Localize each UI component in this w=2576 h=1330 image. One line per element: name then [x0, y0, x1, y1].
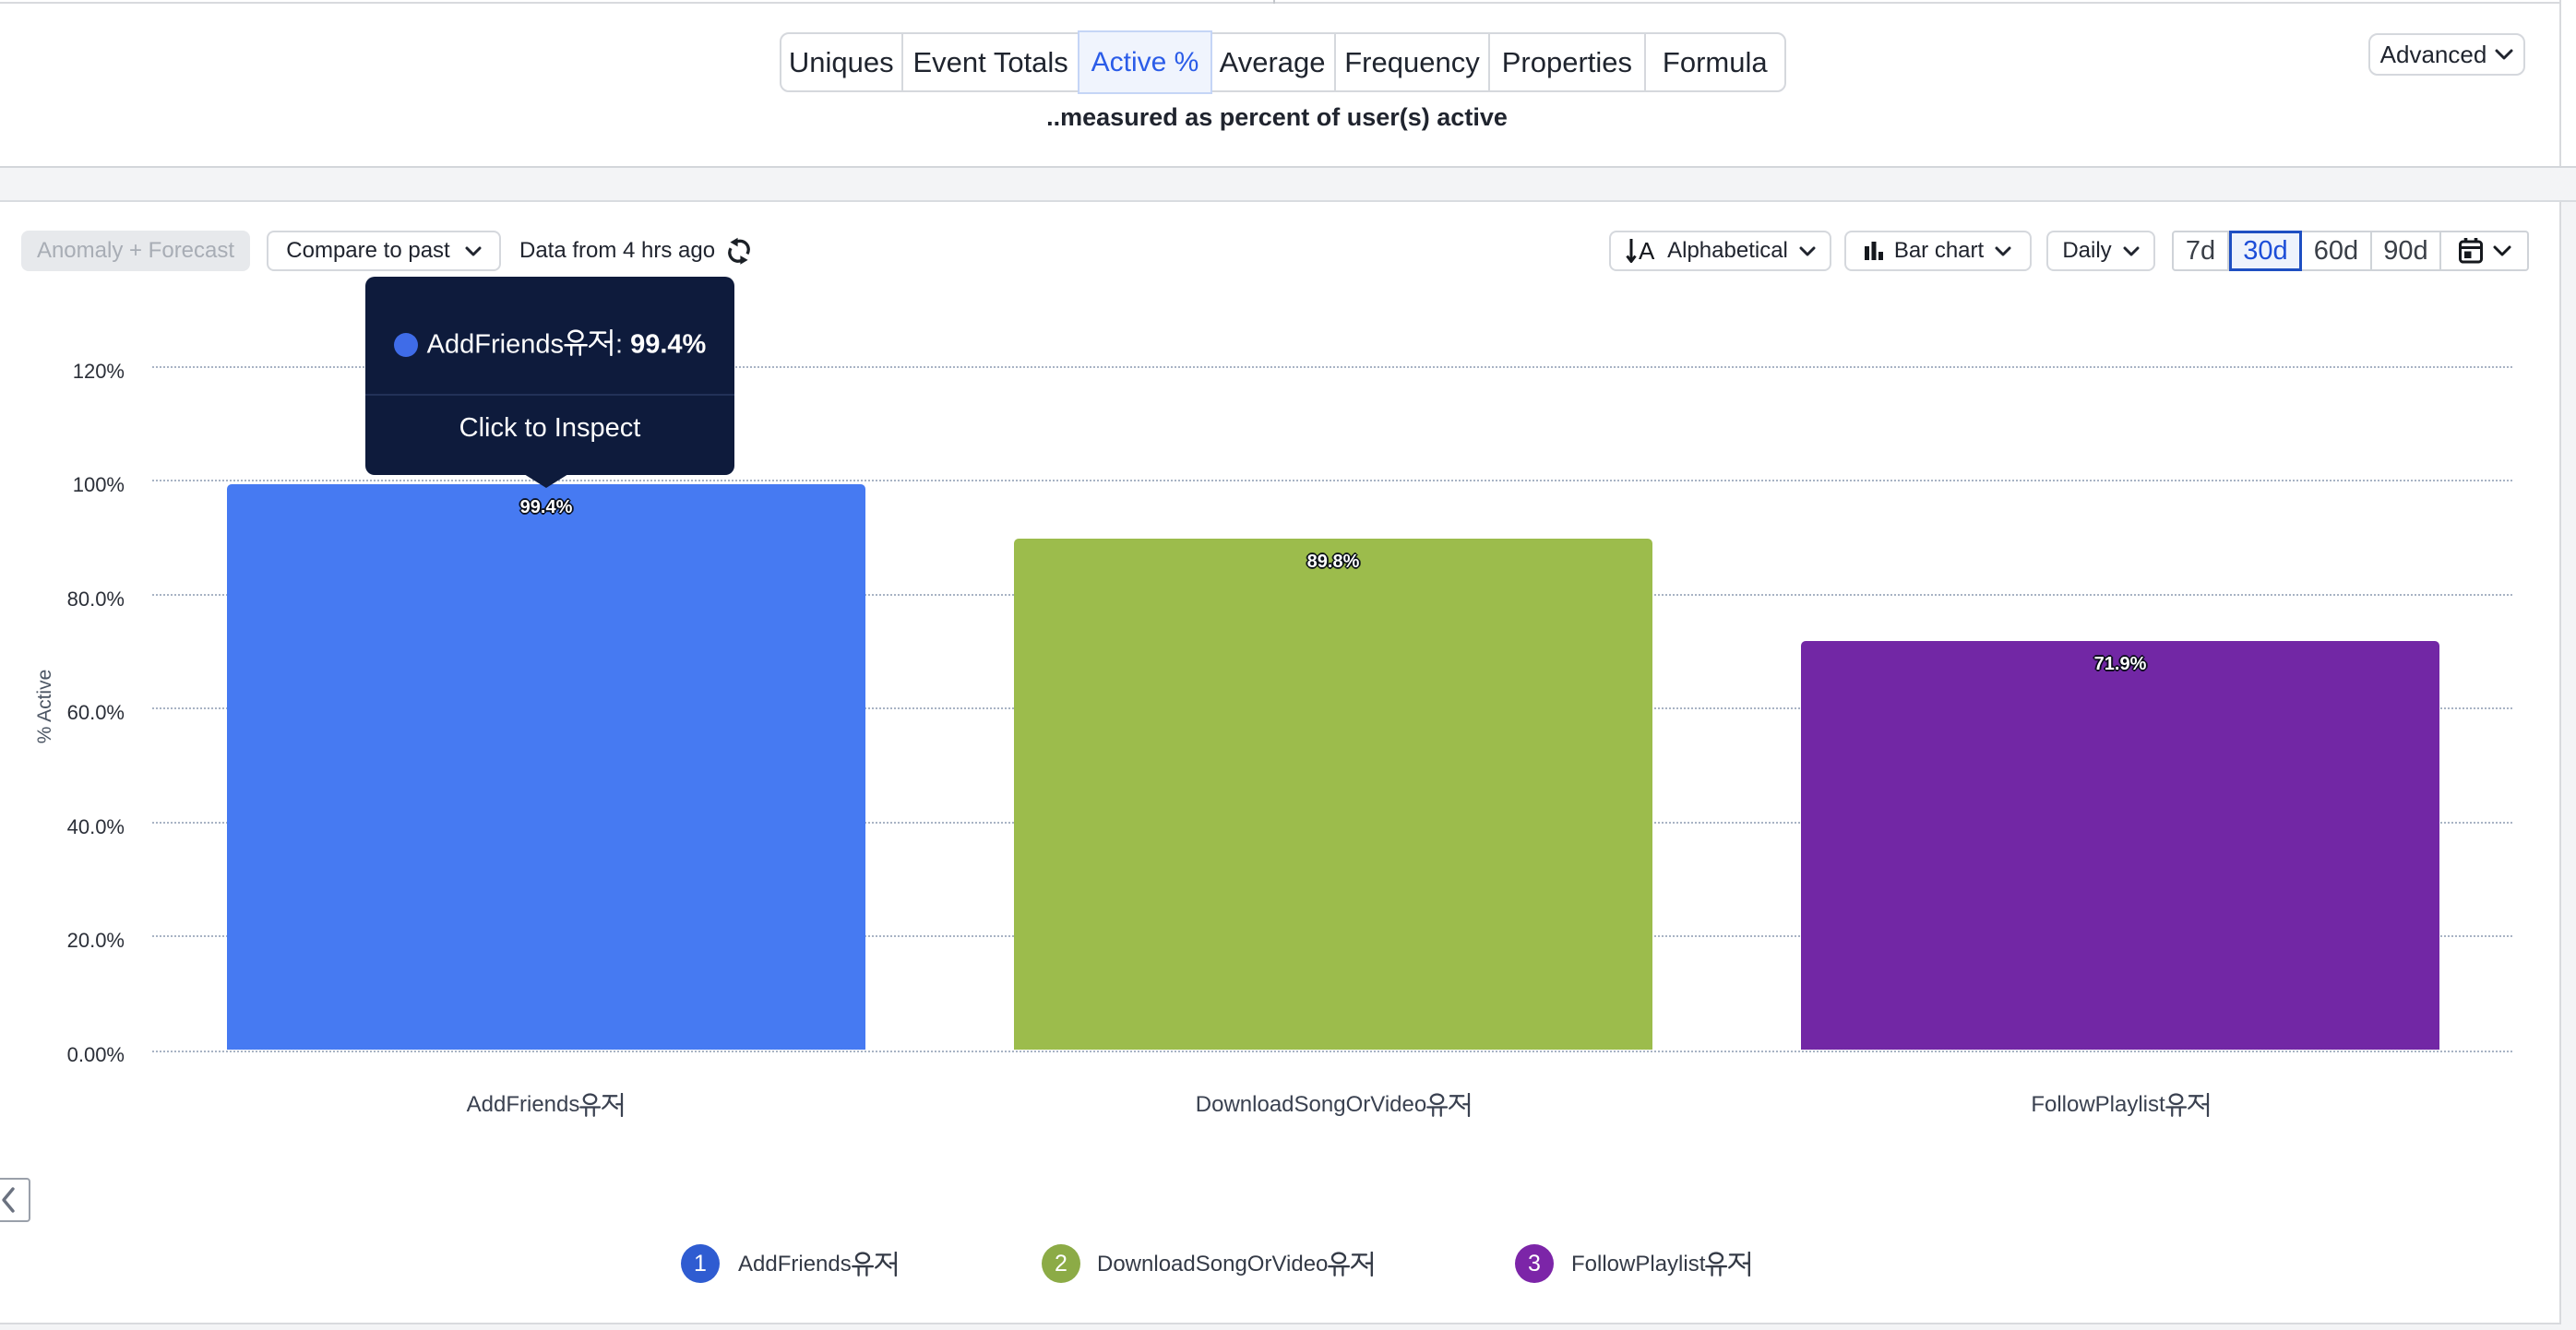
svg-text:A: A — [1639, 237, 1655, 265]
